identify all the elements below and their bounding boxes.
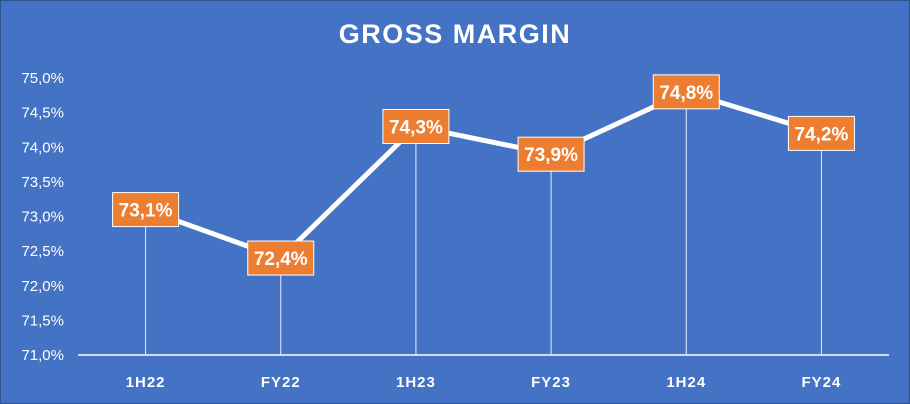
y-tick-label: 72,5% (21, 243, 64, 260)
data-label: 74,2% (794, 124, 848, 145)
x-tick-label: 1H23 (396, 374, 436, 391)
data-label: 72,4% (254, 249, 308, 270)
data-label: 73,1% (119, 201, 173, 222)
data-label-box (652, 74, 720, 110)
y-tick-label: 71,5% (21, 312, 64, 329)
x-tick-label: FY23 (531, 374, 571, 391)
data-label-box (112, 192, 180, 228)
data-label: 73,9% (524, 145, 578, 166)
chart-title: GROSS MARGIN (338, 19, 572, 49)
data-label: 74,3% (389, 117, 443, 138)
y-tick-label: 72,0% (21, 278, 64, 295)
y-tick-label: 74,0% (21, 139, 64, 156)
series-line (143, 89, 824, 261)
y-tick-label: 74,5% (21, 105, 64, 122)
data-label-box (382, 108, 450, 144)
y-tick-label: 71,0% (21, 347, 64, 364)
data-label: 74,8% (659, 83, 713, 104)
y-tick-label: 73,0% (21, 209, 64, 226)
x-tick-label: FY24 (801, 374, 841, 391)
y-tick-label: 73,5% (21, 174, 64, 191)
data-label-box (517, 136, 585, 172)
data-label-box (247, 240, 315, 276)
x-tick-label: 1H22 (126, 374, 166, 391)
y-tick-label: 75,0% (21, 70, 64, 87)
x-tick-label: 1H24 (666, 374, 706, 391)
data-label-box (787, 115, 855, 151)
x-tick-label: FY22 (261, 374, 301, 391)
